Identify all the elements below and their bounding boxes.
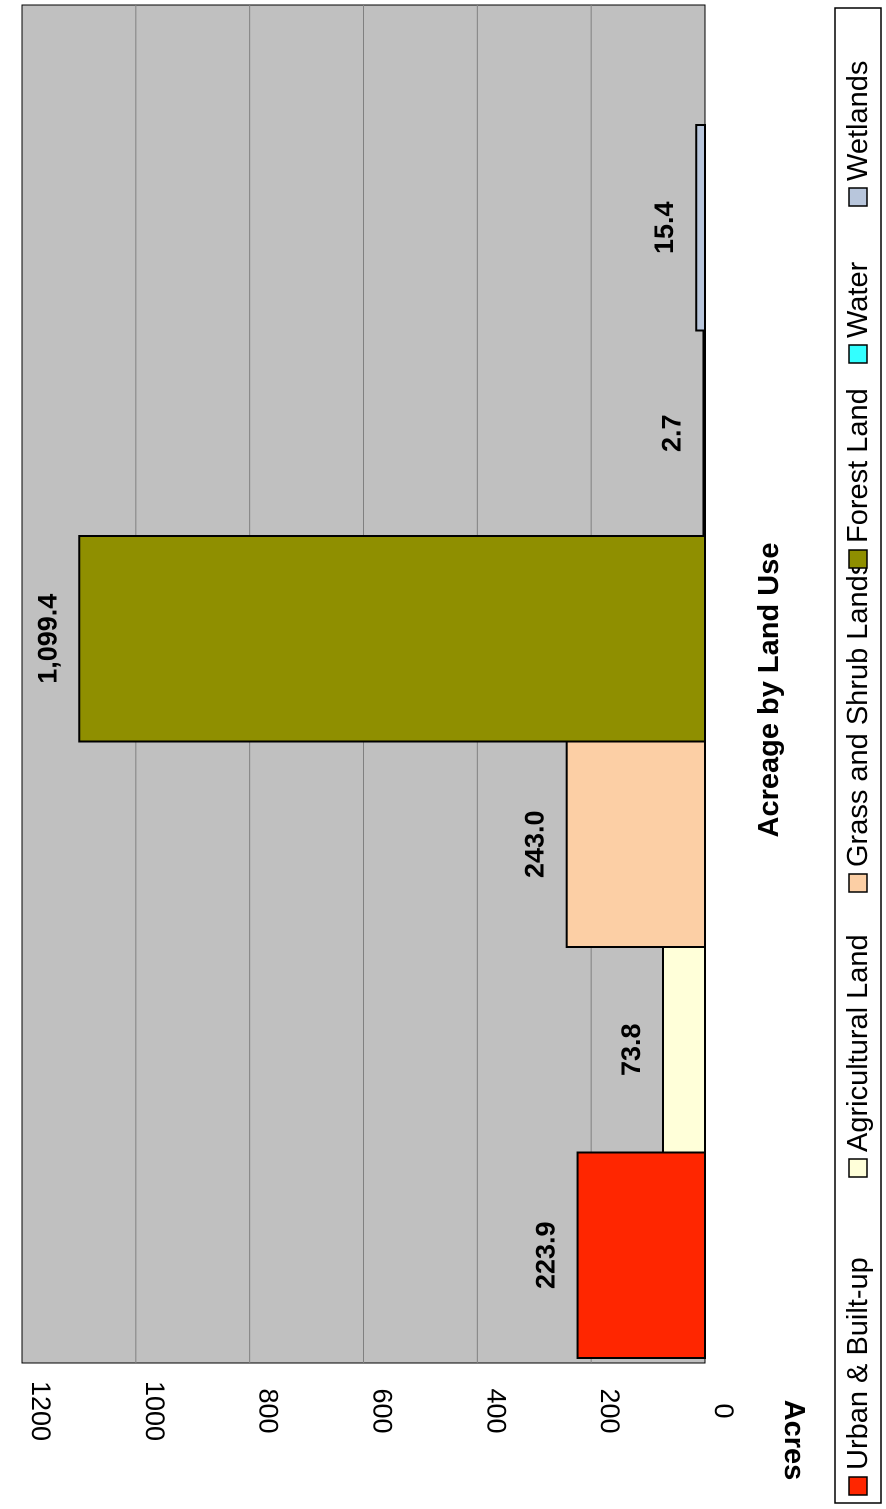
y-tick-label: 400 <box>481 1388 511 1433</box>
legend-label: Agricultural Land <box>842 934 874 1152</box>
bar-urban-built-up <box>576 1151 707 1359</box>
legend-label: Grass and Shrub Lands <box>842 561 874 867</box>
data-label: 15.4 <box>649 201 679 254</box>
data-label: 223.9 <box>531 1221 561 1289</box>
y-tick-label: 1000 <box>140 1381 170 1441</box>
y-tick-label: 200 <box>595 1388 625 1433</box>
legend-swatch <box>848 187 868 207</box>
y-axis-title: Acres <box>778 1400 810 1481</box>
x-axis-title: Acreage by Land Use <box>753 543 785 838</box>
legend-swatch <box>848 549 868 569</box>
legend-label: Wetlands <box>842 61 874 181</box>
data-label: 243.0 <box>520 810 550 878</box>
bar-agricultural-land <box>661 946 706 1154</box>
legend-label: Forest Land <box>842 388 874 543</box>
bar-water <box>702 329 707 537</box>
legend-swatch <box>848 1158 868 1178</box>
y-tick-label: 800 <box>254 1388 284 1433</box>
y-tick-label: 1200 <box>26 1381 56 1441</box>
data-label: 1,099.4 <box>32 594 62 684</box>
legend-label: Water <box>842 261 874 338</box>
legend-swatch <box>848 344 868 364</box>
bar-grass-and-shrub-lands <box>565 740 706 948</box>
data-label: 73.8 <box>616 1023 646 1076</box>
data-label: 2.7 <box>656 414 686 452</box>
legend: Urban & Built-up Agricultural Land Grass a… <box>834 7 882 1504</box>
y-tick-label: 600 <box>368 1388 398 1433</box>
legend-swatch <box>848 873 868 893</box>
y-tick-label: 0 <box>709 1403 739 1418</box>
bar-forest-land <box>78 535 706 743</box>
bar-wetlands <box>695 124 707 332</box>
legend-label: Urban & Built-up <box>842 1257 874 1470</box>
legend-swatch <box>848 1476 868 1496</box>
